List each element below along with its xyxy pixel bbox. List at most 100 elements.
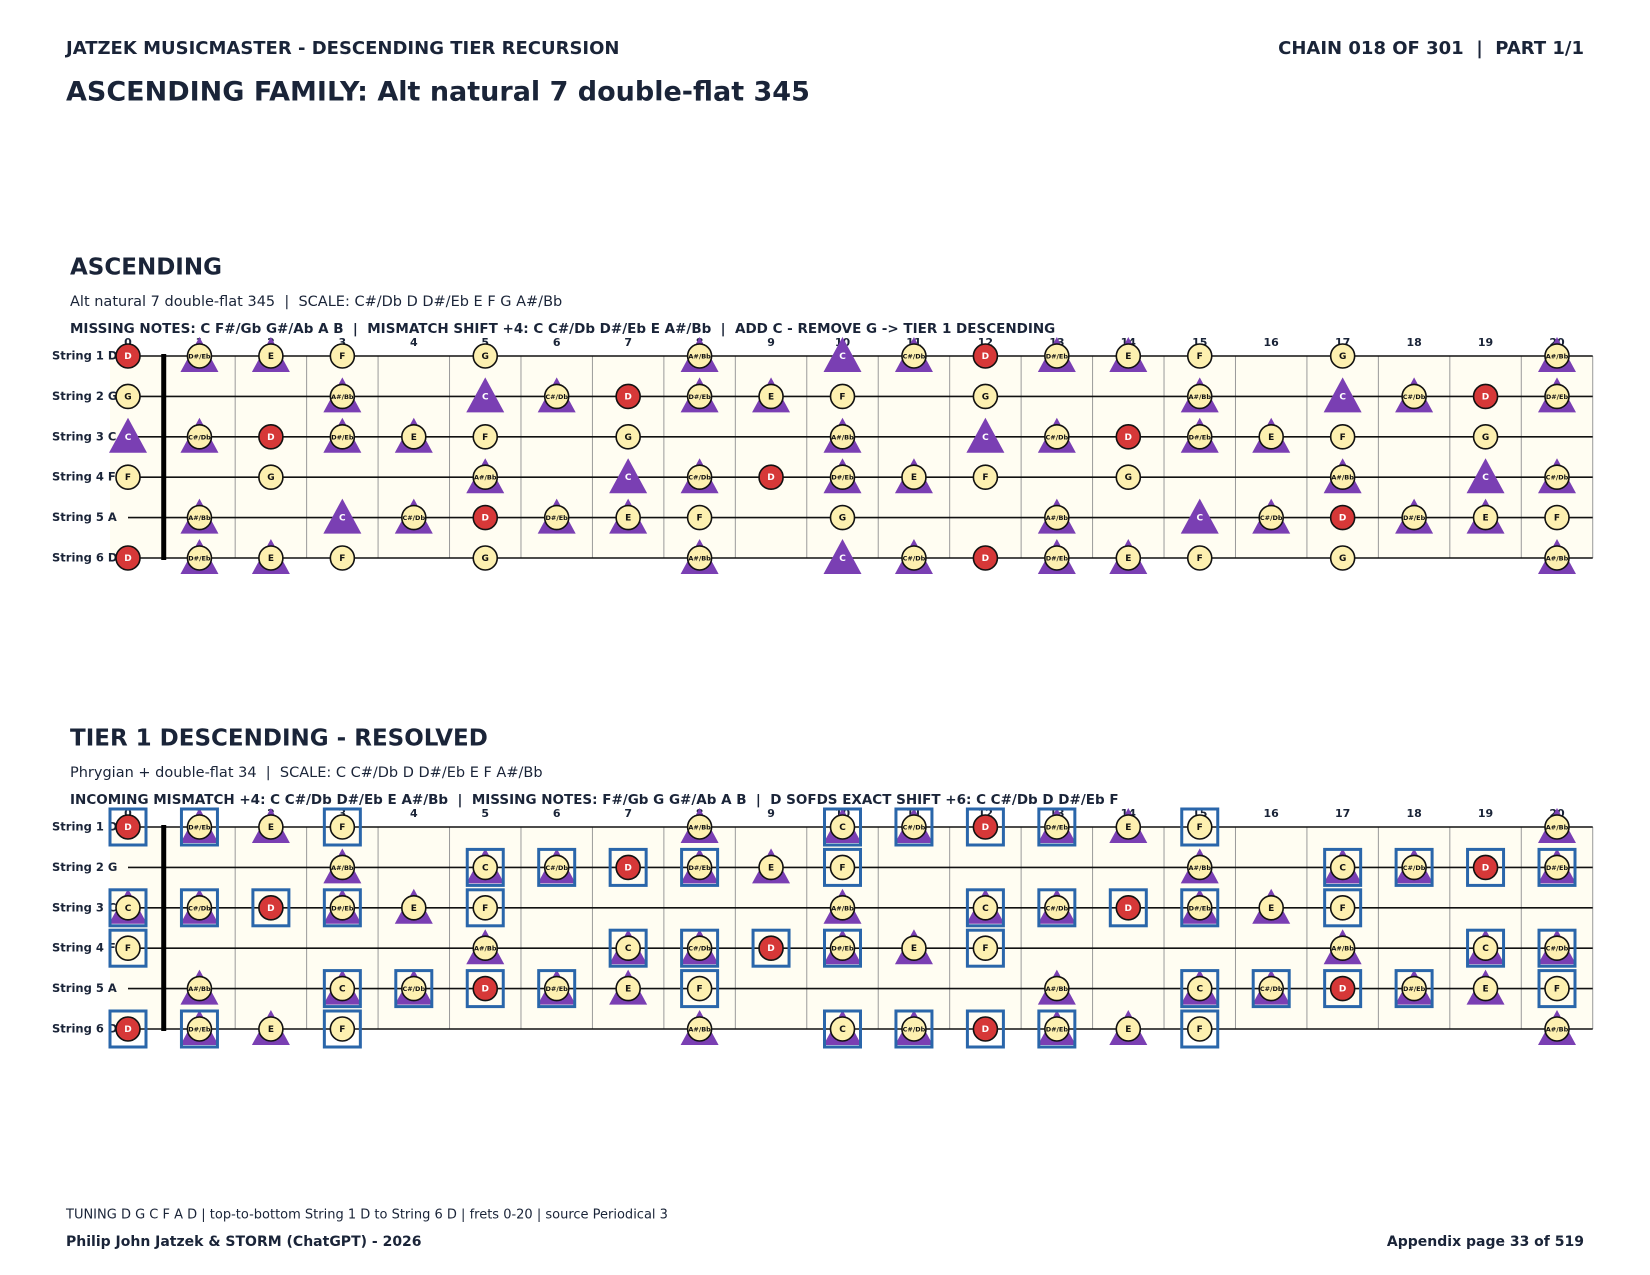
note-label: C: [482, 392, 489, 402]
fret-number: 3: [339, 807, 347, 820]
note-label: E: [268, 823, 274, 833]
note-label: D#/Eb: [1046, 555, 1069, 563]
note-label: F: [1340, 433, 1346, 443]
root-marker: [972, 343, 999, 369]
note-marker: [543, 504, 570, 531]
note-label: A#/Bb: [188, 985, 211, 993]
note-marker: [686, 464, 713, 491]
fret-number: 9: [767, 807, 775, 820]
note-label: A#/Bb: [831, 433, 854, 441]
string-label: String 3 C: [52, 900, 116, 914]
note-label: D#/Eb: [331, 904, 354, 912]
fret-number: 0: [124, 807, 132, 820]
note-label: D: [624, 392, 631, 402]
note-marker: [329, 854, 356, 881]
note-label: F: [1340, 904, 1346, 914]
root-marker: [115, 814, 141, 840]
string-label: String 2 G: [52, 389, 117, 403]
note-label: E: [768, 392, 774, 402]
note-marker: [1186, 1016, 1213, 1042]
note-label: A#/Bb: [1546, 824, 1569, 832]
section-subtitle: Alt natural 7 double-flat 345 | SCALE: C…: [70, 294, 562, 310]
note-label: D: [982, 1025, 989, 1035]
note-label: D#/Eb: [188, 555, 211, 563]
note-marker: [686, 975, 713, 1002]
note-label: E: [625, 985, 631, 995]
note-marker: [1044, 894, 1070, 921]
note-marker: [1544, 1016, 1570, 1042]
note-label: C#/Db: [1046, 433, 1069, 441]
note-marker: [829, 935, 856, 962]
footer-page: Appendix page 33 of 519: [1387, 1234, 1584, 1250]
triangle-marker: [823, 337, 862, 372]
note-label: C#/Db: [402, 514, 425, 522]
square-marker: [1323, 888, 1363, 928]
note-marker: [829, 854, 856, 881]
note-marker: [829, 423, 856, 450]
square-marker: [680, 969, 720, 1009]
note-label: D#/Eb: [1189, 904, 1212, 912]
note-label: F: [339, 352, 345, 362]
note-marker: [829, 504, 856, 531]
note-label: C: [839, 554, 846, 564]
note-marker: [1401, 854, 1427, 881]
fret-number: 6: [553, 336, 561, 349]
note-label: G: [1339, 554, 1346, 564]
note-marker: [543, 854, 570, 881]
note-label: A#/Bb: [1331, 945, 1354, 953]
note-label: D: [124, 554, 131, 564]
note-marker: [1472, 935, 1499, 962]
note-label: G: [124, 392, 131, 402]
square-marker: [537, 969, 577, 1009]
note-marker: [258, 814, 284, 840]
string-label: String 2 G: [52, 860, 117, 874]
note-marker: [1258, 504, 1284, 531]
footer-note: TUNING D G C F A D | top-to-bottom Strin…: [65, 1208, 668, 1223]
note-label: G: [1125, 473, 1132, 483]
note-marker: [1329, 894, 1356, 921]
triangle-marker: [1180, 498, 1219, 534]
note-label: A#/Bb: [331, 393, 354, 401]
note-label: E: [411, 904, 417, 914]
square-marker: [1037, 1009, 1077, 1049]
root-marker: [972, 814, 999, 840]
note-label: D#/Eb: [831, 945, 854, 953]
note-label: C: [625, 944, 632, 954]
note-marker: [186, 894, 213, 921]
note-marker: [472, 545, 499, 571]
note-marker: [1329, 545, 1356, 571]
note-marker: [258, 464, 284, 491]
square-marker: [608, 928, 648, 968]
triangle-marker: [966, 417, 1005, 453]
page-title: ASCENDING FAMILY: Alt natural 7 double-f…: [66, 77, 810, 108]
triangle-marker: [466, 377, 505, 413]
note-marker: [1115, 343, 1142, 369]
note-marker: [1329, 464, 1356, 491]
note-marker: [543, 383, 570, 410]
triangle-marker: [323, 498, 362, 534]
note-marker: [1544, 343, 1570, 369]
note-label: C: [982, 904, 989, 914]
note-marker: [329, 545, 356, 571]
note-marker: [1186, 545, 1213, 571]
note-marker: [1401, 504, 1427, 531]
root-marker: [1115, 423, 1142, 450]
note-label: C#/Db: [1260, 985, 1283, 993]
note-label: F: [125, 944, 131, 954]
square-marker: [108, 928, 148, 968]
note-label: F: [1197, 352, 1203, 362]
note-label: D#/Eb: [831, 474, 854, 482]
note-marker: [186, 423, 213, 450]
note-label: G: [1339, 352, 1346, 362]
section-title: ASCENDING: [70, 255, 222, 281]
string-label: String 1 D: [52, 820, 117, 834]
note-marker: [115, 935, 141, 962]
note-label: D: [982, 554, 989, 564]
note-marker: [829, 1016, 856, 1042]
string-label: String 1 D: [52, 349, 117, 363]
note-label: A#/Bb: [474, 945, 497, 953]
note-label: D: [124, 1025, 131, 1035]
note-marker: [686, 343, 713, 369]
fret-number: 16: [1264, 807, 1280, 820]
root-marker: [758, 935, 784, 962]
